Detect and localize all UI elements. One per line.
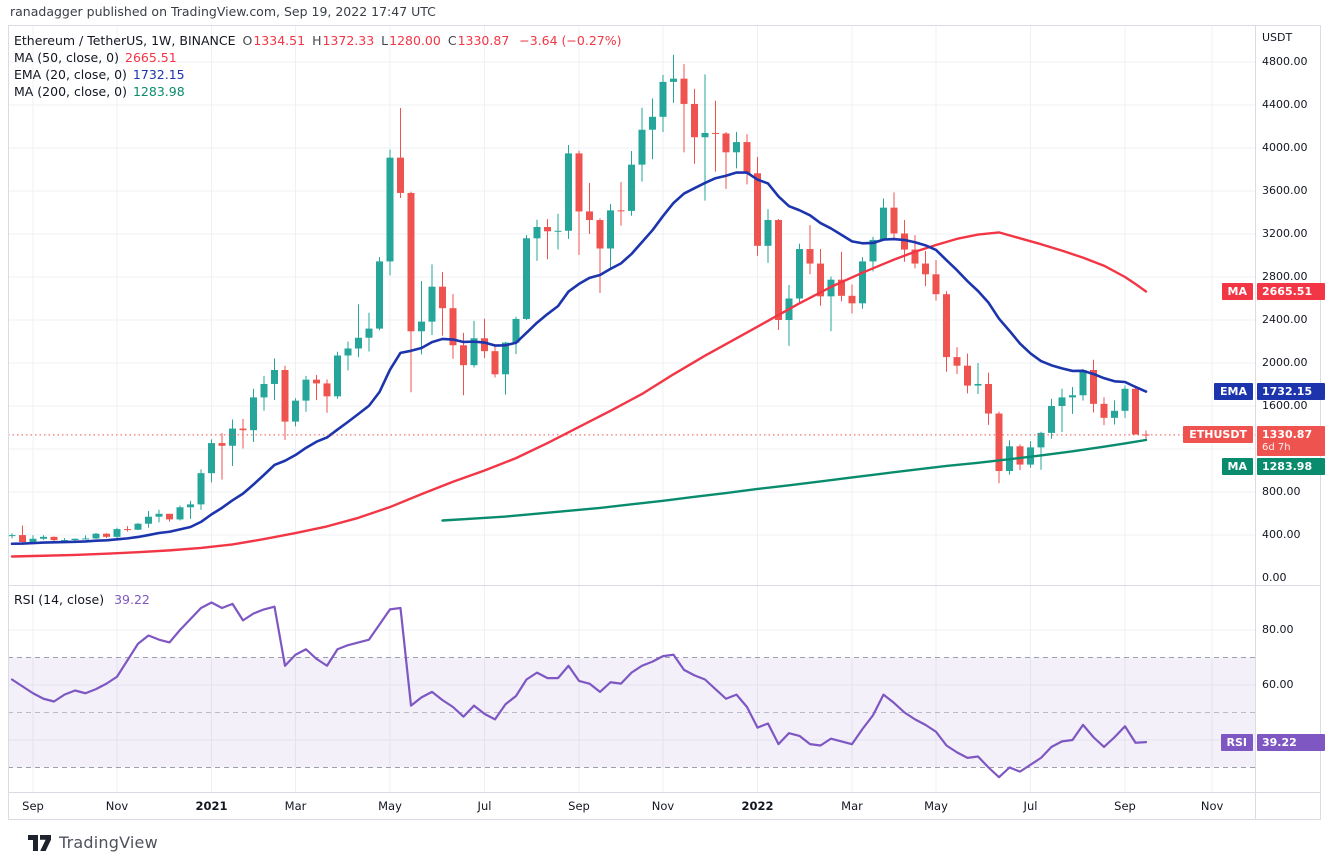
ohlc-key: H [312,33,322,48]
published-bar: ranadagger published on TradingView.com,… [10,4,436,19]
time-axis-label: Nov [105,799,129,813]
ma50-badge-label: MA [1221,282,1253,300]
ohlc-value: 1280.00 [389,33,441,48]
tradingview-brand-text[interactable]: TradingView [59,833,158,852]
rsi-badge-label: RSI [1220,733,1253,751]
ma50-badge: 2665.51 [1257,282,1325,300]
candle-series [8,54,1150,545]
rsi-badge: 39.22 [1257,733,1325,751]
time-axis-label: 2022 [741,799,774,813]
ma200-badge-label: MA [1221,457,1253,475]
rsi-axis-tick: 80.00 [1262,623,1294,636]
indicator-label: EMA (20, close, 0) [14,67,127,82]
ohlc-values: O1334.51 H1372.33 L1280.00 C1330.87 [236,33,510,48]
ohlc-key: O [242,33,253,48]
price-axis-tick: 4800.00 [1262,55,1308,68]
price-axis-tick: 2800.00 [1262,270,1308,283]
time-axis-label: Mar [284,799,307,813]
ema20-line [10,171,1148,546]
chart-legend: Ethereum / TetherUS, 1W, BINANCE O1334.51… [14,32,621,100]
tradingview-logo-icon[interactable] [28,834,51,851]
time-axis-label: Nov [651,799,675,813]
price-axis-tick: 800.00 [1262,485,1301,498]
ma200-line [441,438,1148,522]
rsi-line [10,601,1148,779]
indicator-label: MA (200, close, 0) [14,84,127,99]
change-value: −3.64 (−0.27%) [519,33,622,48]
rsi-legend-row[interactable]: RSI (14, close) 39.22 [14,592,150,607]
time-axis-label: Jul [477,799,492,813]
indicator-value: 1732.15 [132,67,185,82]
time-axis-label: Jul [1023,799,1038,813]
time-axis-label: Sep [22,799,44,813]
price-axis-tick: 3200.00 [1262,227,1308,240]
symbol-legend-row[interactable]: Ethereum / TetherUS, 1W, BINANCE O1334.51… [14,32,621,49]
price-axis-unit: USDT [1262,31,1293,44]
price-axis-tick: 2000.00 [1262,356,1308,369]
ema20-badge: 1732.15 [1257,383,1325,401]
rsi-title: RSI (14, close) [14,592,105,607]
ethusdt-badge-label: ETHUSDT [1183,426,1253,444]
time-axis-label: May [378,799,402,813]
price-axis-tick: 2400.00 [1262,313,1308,326]
time-axis-label: Sep [1114,799,1136,813]
indicator-legend-rows: MA (50, close, 0) 2665.51 EMA (20, close, … [14,49,621,100]
time-axis-label: Sep [568,799,590,813]
time-axis-label: 2021 [195,799,228,813]
ohlc-value: 1372.33 [322,33,375,48]
ohlc-key: L [381,33,389,48]
ohlc-value: 1330.87 [457,33,510,48]
ema20-badge-label: EMA [1214,383,1253,401]
indicator-legend-row[interactable]: EMA (20, close, 0) 1732.15 [14,66,621,83]
price-axis-tick: 3600.00 [1262,184,1308,197]
ma200-badge: 1283.98 [1257,457,1325,475]
ohlc-value: 1334.51 [253,33,306,48]
rsi-axis-tick: 60.00 [1262,678,1294,691]
price-axis-tick: 4400.00 [1262,98,1308,111]
footer: TradingView [28,833,158,852]
rsi-value: 39.22 [114,592,150,607]
price-axis-tick: 0.00 [1262,571,1287,584]
time-axis-label: Mar [841,799,863,813]
price-axis-tick: 1600.00 [1262,399,1308,412]
price-axis-tick: 4000.00 [1262,141,1308,154]
indicator-value: 1283.98 [132,84,185,99]
time-axis-label: Nov [1200,799,1224,813]
indicator-label: MA (50, close, 0) [14,50,120,65]
badge-countdown: 6d 7h [1262,442,1291,454]
time-axis-label: May [924,799,948,813]
indicator-value: 2665.51 [125,50,177,65]
indicator-legend-row[interactable]: MA (200, close, 0) 1283.98 [14,83,621,100]
indicator-legend-row[interactable]: MA (50, close, 0) 2665.51 [14,49,621,66]
symbol-title: Ethereum / TetherUS, 1W, BINANCE [14,33,236,48]
published-text: ranadagger published on TradingView.com,… [10,4,436,19]
ethusdt-badge: 1330.87 6d 7h [1257,426,1325,457]
widget-border [8,25,1321,820]
ohlc-key: C [447,33,457,48]
price-axis-tick: 400.00 [1262,528,1301,541]
ma50-line [10,231,1148,558]
